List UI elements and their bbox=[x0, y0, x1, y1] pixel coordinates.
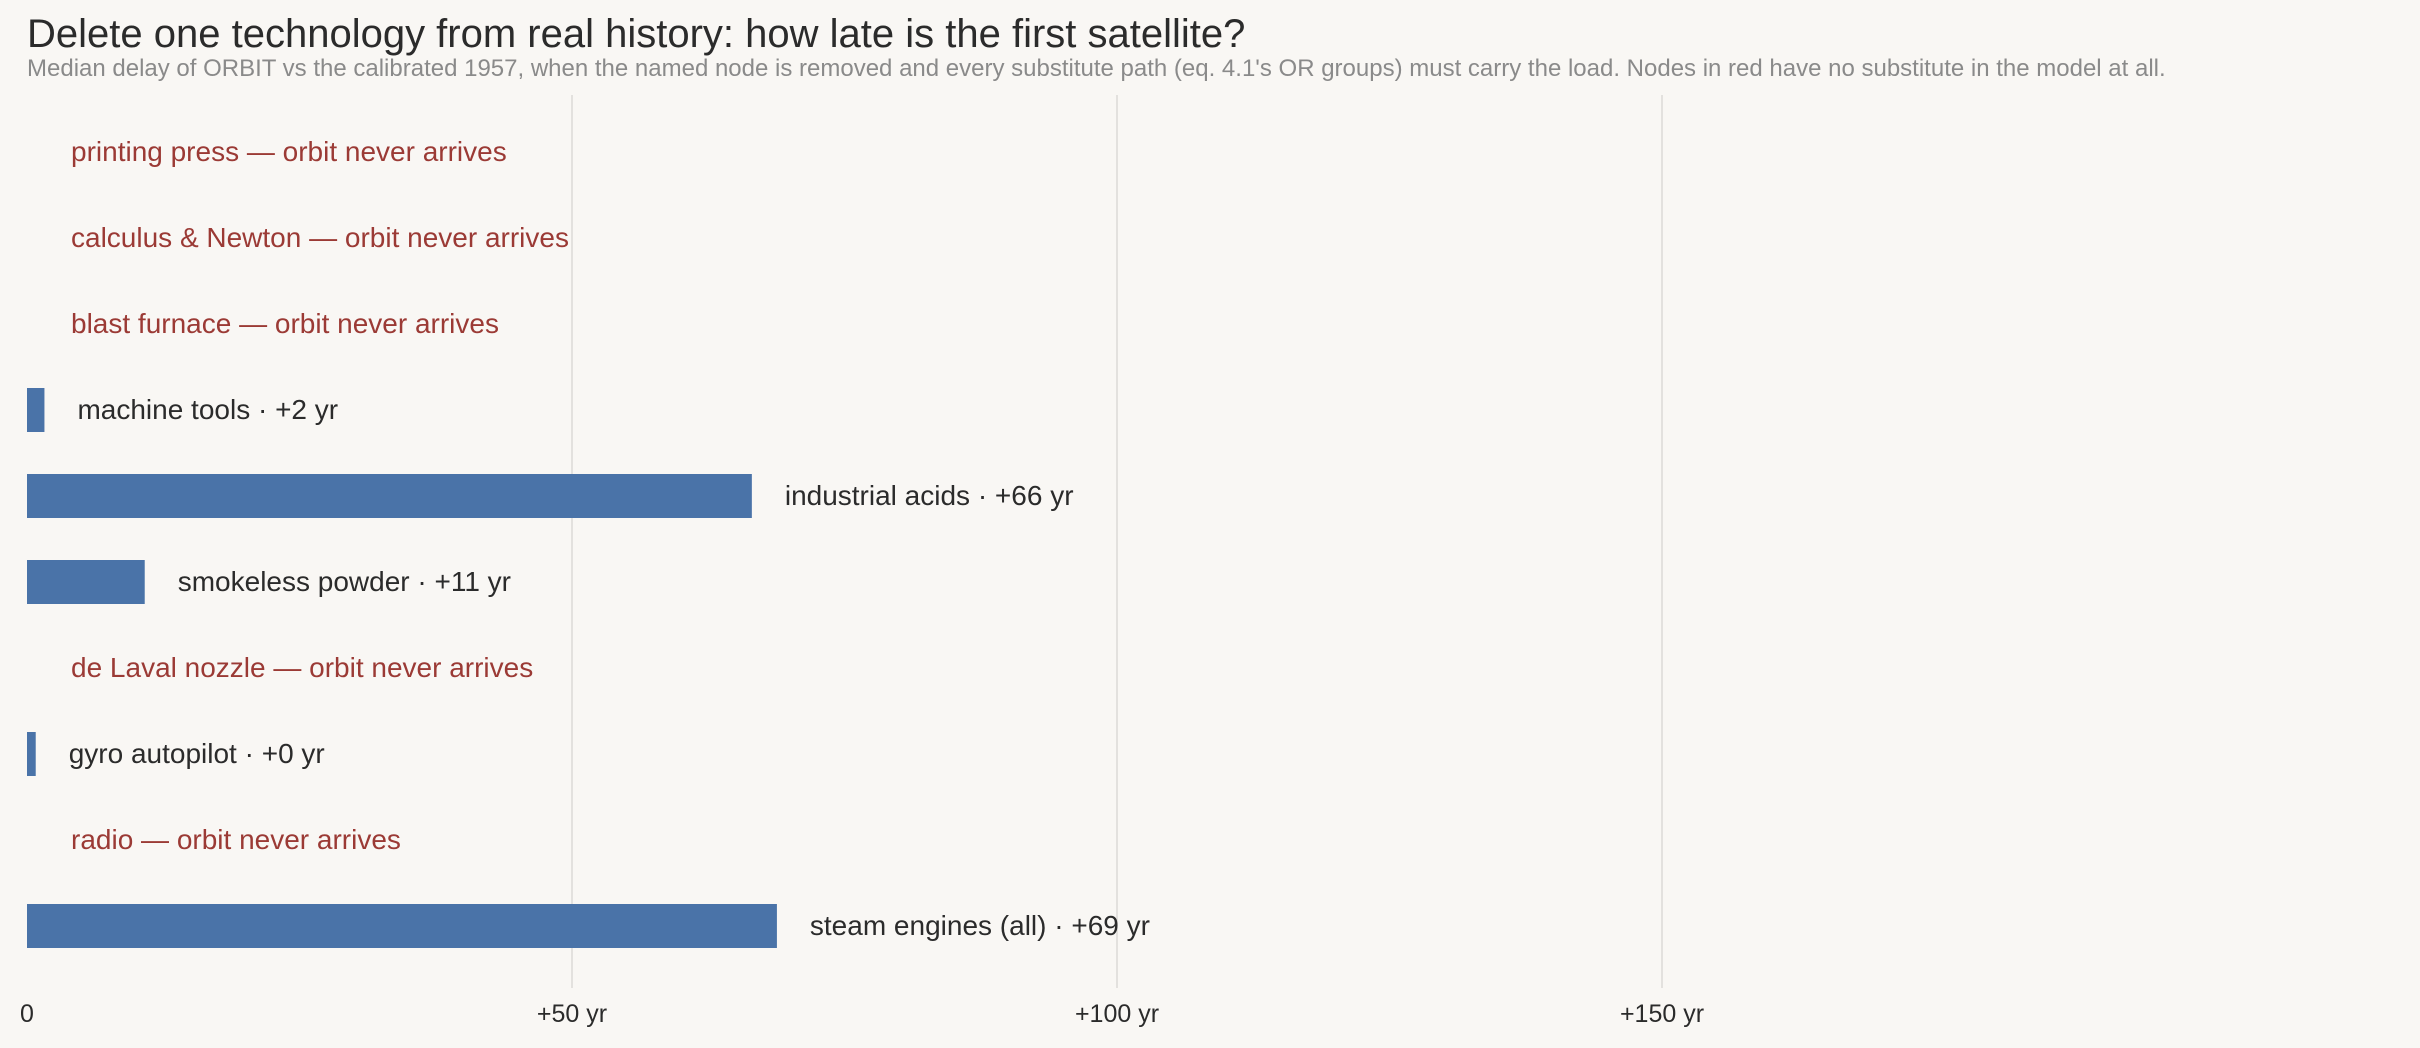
bar bbox=[27, 560, 145, 604]
never-arrives-label: calculus & Newton — orbit never arrives bbox=[71, 222, 569, 253]
x-tick-label: +150 yr bbox=[1620, 1000, 1704, 1028]
x-axis-ticks: 0 +50 yr +100 yr +150 yr bbox=[20, 1000, 1704, 1028]
never-arrives-label: de Laval nozzle — orbit never arrives bbox=[71, 652, 533, 683]
x-tick-label: 0 bbox=[20, 1000, 34, 1028]
never-arrives-label: radio — orbit never arrives bbox=[71, 824, 401, 855]
gridlines bbox=[571, 95, 1663, 988]
bar bbox=[27, 474, 752, 518]
chart-subtitle: Median delay of ORBIT vs the calibrated … bbox=[27, 55, 2166, 82]
never-arrives-label: blast furnace — orbit never arrives bbox=[71, 308, 499, 339]
bar-value-label: machine tools · +2 yr bbox=[77, 394, 338, 425]
bar bbox=[27, 904, 777, 948]
bar-value-label: industrial acids · +66 yr bbox=[785, 480, 1074, 511]
bar-value-label: steam engines (all) · +69 yr bbox=[810, 910, 1150, 941]
bar bbox=[27, 388, 45, 432]
bars bbox=[27, 388, 777, 948]
chart-title: Delete one technology from real history:… bbox=[27, 12, 1246, 56]
x-tick-label: +50 yr bbox=[537, 1000, 607, 1028]
bar-value-label: smokeless powder · +11 yr bbox=[178, 566, 511, 597]
bar-labels: printing press — orbit never arrives calc… bbox=[69, 136, 1150, 941]
bar bbox=[27, 732, 36, 776]
bar-value-label: gyro autopilot · +0 yr bbox=[69, 738, 325, 769]
never-arrives-label: printing press — orbit never arrives bbox=[71, 136, 507, 167]
x-tick-label: +100 yr bbox=[1075, 1000, 1159, 1028]
